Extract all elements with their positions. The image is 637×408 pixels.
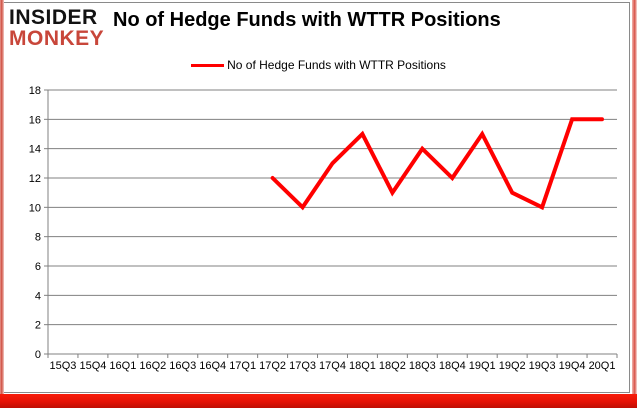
x-axis-label: 18Q3 <box>409 360 436 372</box>
x-axis-label: 17Q1 <box>229 360 256 372</box>
x-axis-label: 18Q4 <box>439 360 466 372</box>
x-axis-label: 19Q2 <box>499 360 526 372</box>
x-axis-label: 18Q1 <box>349 360 376 372</box>
y-axis-label: 16 <box>29 114 41 126</box>
insider-monkey-logo: INSIDER MONKEY <box>9 6 105 50</box>
x-axis-label: 15Q3 <box>50 360 77 372</box>
legend-label: No of Hedge Funds with WTTR Positions <box>227 58 446 72</box>
right-border-accent <box>632 0 637 408</box>
y-axis-label: 10 <box>29 202 41 214</box>
x-axis-label: 20Q1 <box>589 360 616 372</box>
y-axis-label: 18 <box>29 85 41 97</box>
x-axis-label: 16Q2 <box>139 360 166 372</box>
bottom-border-accent <box>0 394 637 408</box>
y-axis-label: 2 <box>35 320 41 332</box>
x-axis-label: 18Q2 <box>379 360 406 372</box>
series-line <box>270 117 604 211</box>
x-axis-label: 16Q1 <box>109 360 136 372</box>
y-axis-label: 14 <box>29 144 41 156</box>
x-axis-label: 16Q3 <box>169 360 196 372</box>
logo-insider-text: INSIDER <box>9 6 98 29</box>
y-axis-label: 12 <box>29 173 41 185</box>
y-axis-label: 8 <box>35 232 41 244</box>
left-border-accent <box>0 0 4 408</box>
chart-title: No of Hedge Funds with WTTR Positions <box>113 9 501 31</box>
x-axis-label: 19Q3 <box>529 360 556 372</box>
y-axis-label: 6 <box>35 261 41 273</box>
x-axis-label: 17Q3 <box>289 360 316 372</box>
legend-line-swatch <box>191 63 225 67</box>
logo-monkey-text: MONKEY <box>9 26 105 50</box>
x-axis-label: 19Q4 <box>559 360 586 372</box>
x-axis-label: 17Q2 <box>259 360 286 372</box>
x-axis-label: 16Q4 <box>199 360 226 372</box>
chart-legend: No of Hedge Funds with WTTR Positions <box>0 57 637 73</box>
x-axis-label: 17Q4 <box>319 360 346 372</box>
x-axis-label: 19Q1 <box>469 360 496 372</box>
x-axis-label: 15Q4 <box>79 360 106 372</box>
y-axis-label: 4 <box>35 290 41 302</box>
y-axis-label: 0 <box>35 349 41 361</box>
